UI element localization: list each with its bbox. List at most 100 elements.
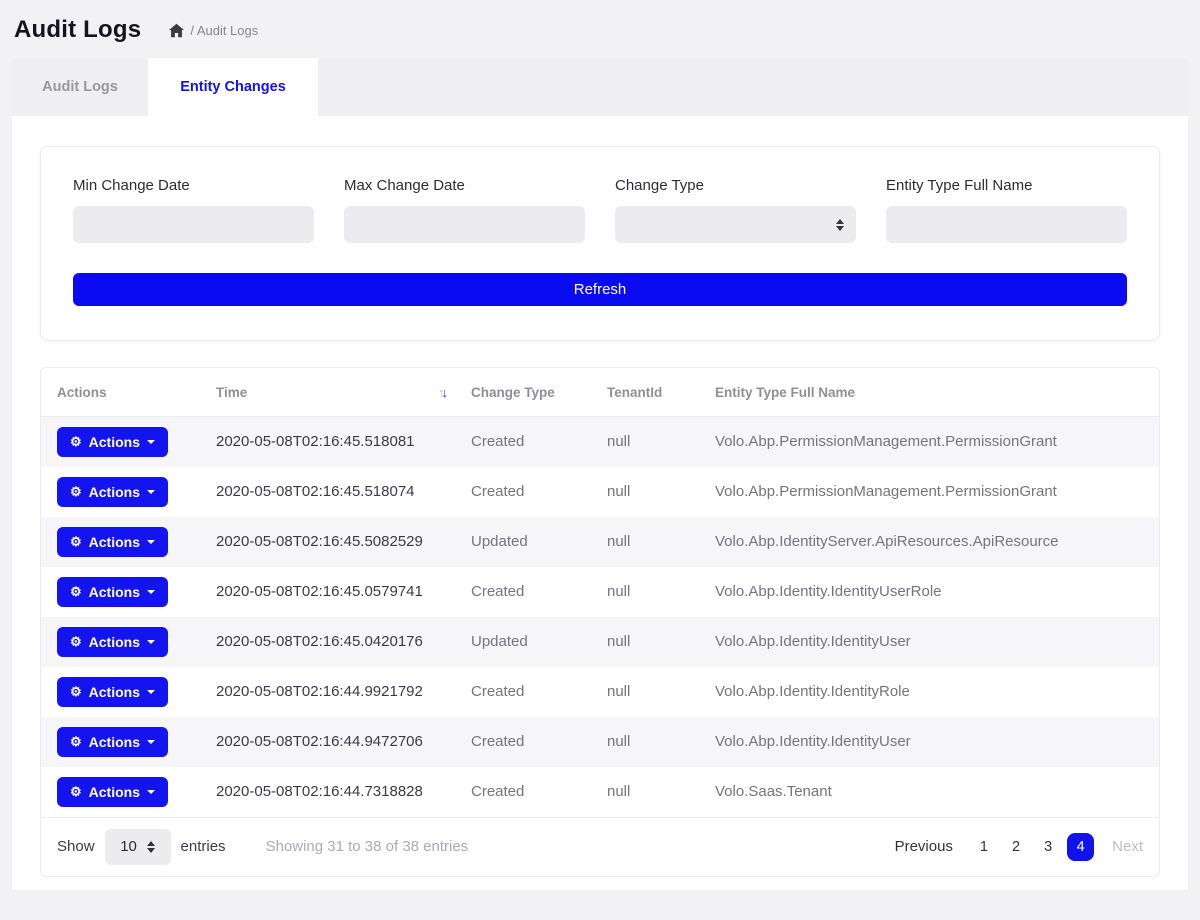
pagination-page-1[interactable]: 1 [979,838,988,855]
change-type-select[interactable] [615,206,856,243]
table-row: ⚙ Actions 2020-05-08T02:16:45.518074 Crea… [41,467,1159,517]
cell-tenantid: null [595,516,703,567]
pagination-next[interactable]: Next [1112,838,1143,855]
gear-icon: ⚙ [70,584,82,599]
cell-change-type: Created [471,583,525,600]
table-row: ⚙ Actions 2020-05-08T02:16:44.7318828 Cre… [41,767,1159,817]
refresh-button[interactable]: Refresh [73,273,1127,306]
page-title: Audit Logs [14,16,142,43]
col-header-actions: Actions [41,368,204,417]
pagination-page-2[interactable]: 2 [1012,838,1021,855]
min-change-date-label: Min Change Date [73,177,190,194]
max-change-date-label: Max Change Date [344,177,465,194]
filter-grid: Min Change Date Max Change Date Change T… [73,177,1127,243]
row-actions-button[interactable]: ⚙ Actions [57,776,168,807]
cell-entity-type: Volo.Saas.Tenant [715,783,832,800]
field-entity-type-full-name: Entity Type Full Name [886,177,1127,243]
caret-down-icon [147,440,155,445]
select-arrows-icon [146,840,155,853]
field-max-change-date: Max Change Date [344,177,585,243]
table-row: ⚙ Actions 2020-05-08T02:16:45.518081 Crea… [41,416,1159,467]
cell-time: 2020-05-08T02:16:44.7318828 [216,783,423,800]
table-row: ⚙ Actions 2020-05-08T02:16:44.9921792 Cre… [41,667,1159,717]
entries-label: entries [180,838,226,855]
gear-icon: ⚙ [70,434,82,450]
page-size-select[interactable]: 10 [104,828,171,865]
max-change-date-input[interactable] [344,206,585,243]
cell-entity-type: Volo.Abp.Identity.IdentityUser [703,616,1159,667]
caret-down-icon [147,790,155,794]
table-row: ⚙ Actions 2020-05-08T02:16:45.5082529 Upd… [41,516,1159,567]
show-label: Show [57,838,95,855]
caret-down-icon [147,690,155,694]
table-header-row: Actions ↑↓ Time Change Type TenantId Ent… [41,368,1159,417]
cell-change-type: Created [471,783,525,800]
cell-time: 2020-05-08T02:16:45.0420176 [204,616,459,667]
cell-entity-type: Volo.Abp.Identity.IdentityUser [703,716,1159,767]
entity-type-full-name-input[interactable] [886,206,1127,243]
cell-tenantid: null [595,716,703,767]
row-actions-button[interactable]: ⚙ Actions [57,526,168,557]
table-footer: Show 10 entries Showing 31 to 38 of 38 e… [41,816,1159,876]
breadcrumb-path: / Audit Logs [190,22,259,38]
cell-entity-type: Volo.Abp.IdentityServer.ApiResources.Api… [703,516,1159,567]
breadcrumb: / Audit Logs [169,23,258,38]
cell-tenantid: null [607,483,631,500]
select-arrows-icon [836,218,844,231]
tab-entity-changes[interactable]: Entity Changes [148,58,318,116]
home-icon[interactable] [169,23,185,38]
field-change-type: Change Type [615,177,856,243]
col-header-change-type: Change Type [459,368,595,417]
caret-down-icon [147,490,155,494]
cell-time: 2020-05-08T02:16:45.5082529 [204,516,459,567]
table-row: ⚙ Actions 2020-05-08T02:16:45.0579741 Cre… [41,567,1159,617]
tabbar: Audit Logs Entity Changes [12,58,1188,116]
cell-change-type: Created [471,683,525,700]
cell-time: 2020-05-08T02:16:45.518081 [204,416,459,467]
cell-tenantid: null [595,616,703,667]
cell-entity-type: Volo.Abp.Identity.IdentityRole [715,683,910,700]
entity-changes-table-card: Actions ↑↓ Time Change Type TenantId Ent… [40,367,1160,877]
tab-audit-logs[interactable]: Audit Logs [42,79,118,95]
cell-tenantid: null [607,783,631,800]
pagination-page-4-active[interactable]: 4 [1067,832,1095,861]
showing-info: Showing 31 to 38 of 38 entries [265,838,469,855]
gear-icon: ⚙ [70,534,82,549]
entity-type-full-name-label: Entity Type Full Name [886,177,1033,194]
col-header-entity-type-full-name: Entity Type Full Name [703,368,1159,417]
cell-change-type: Updated [459,616,595,667]
row-actions-button[interactable]: ⚙ Actions [57,626,168,657]
table-row: ⚙ Actions 2020-05-08T02:16:45.0420176 Upd… [41,616,1159,667]
cell-change-type: Updated [459,516,595,567]
row-actions-button[interactable]: ⚙ Actions [57,576,168,607]
row-actions-button[interactable]: ⚙ Actions [57,726,168,757]
cell-change-type: Created [471,483,525,500]
sort-icon[interactable]: ↑↓ [438,385,448,400]
field-min-change-date: Min Change Date [73,177,314,243]
min-change-date-input[interactable] [73,206,314,243]
entity-changes-table: Actions ↑↓ Time Change Type TenantId Ent… [41,368,1159,817]
gear-icon: ⚙ [70,484,82,499]
main-panel: Min Change Date Max Change Date Change T… [12,116,1188,890]
cell-time: 2020-05-08T02:16:44.9921792 [216,683,423,700]
row-actions-button[interactable]: ⚙ Actions [57,676,168,707]
col-header-time[interactable]: ↑↓ Time [204,368,459,417]
page-header: Audit Logs / Audit Logs [0,0,1200,58]
cell-entity-type: Volo.Abp.Identity.IdentityUserRole [715,583,942,600]
row-actions-button[interactable]: ⚙ Actions [57,426,168,457]
pagination-page-3[interactable]: 3 [1044,838,1053,855]
cell-time: 2020-05-08T02:16:44.9472706 [204,716,459,767]
caret-down-icon [147,740,155,744]
caret-down-icon [147,640,155,644]
pagination-previous[interactable]: Previous [894,838,953,855]
cell-time: 2020-05-08T02:16:45.518074 [216,483,415,500]
gear-icon: ⚙ [70,734,82,749]
cell-change-type: Created [459,416,595,467]
gear-icon: ⚙ [70,634,82,649]
row-actions-button[interactable]: ⚙ Actions [57,476,168,507]
filter-card: Min Change Date Max Change Date Change T… [40,146,1160,341]
pagination: Previous 1 2 3 4 Next [894,832,1143,861]
cell-time: 2020-05-08T02:16:45.0579741 [216,583,423,600]
gear-icon: ⚙ [70,684,82,699]
cell-change-type: Created [459,716,595,767]
